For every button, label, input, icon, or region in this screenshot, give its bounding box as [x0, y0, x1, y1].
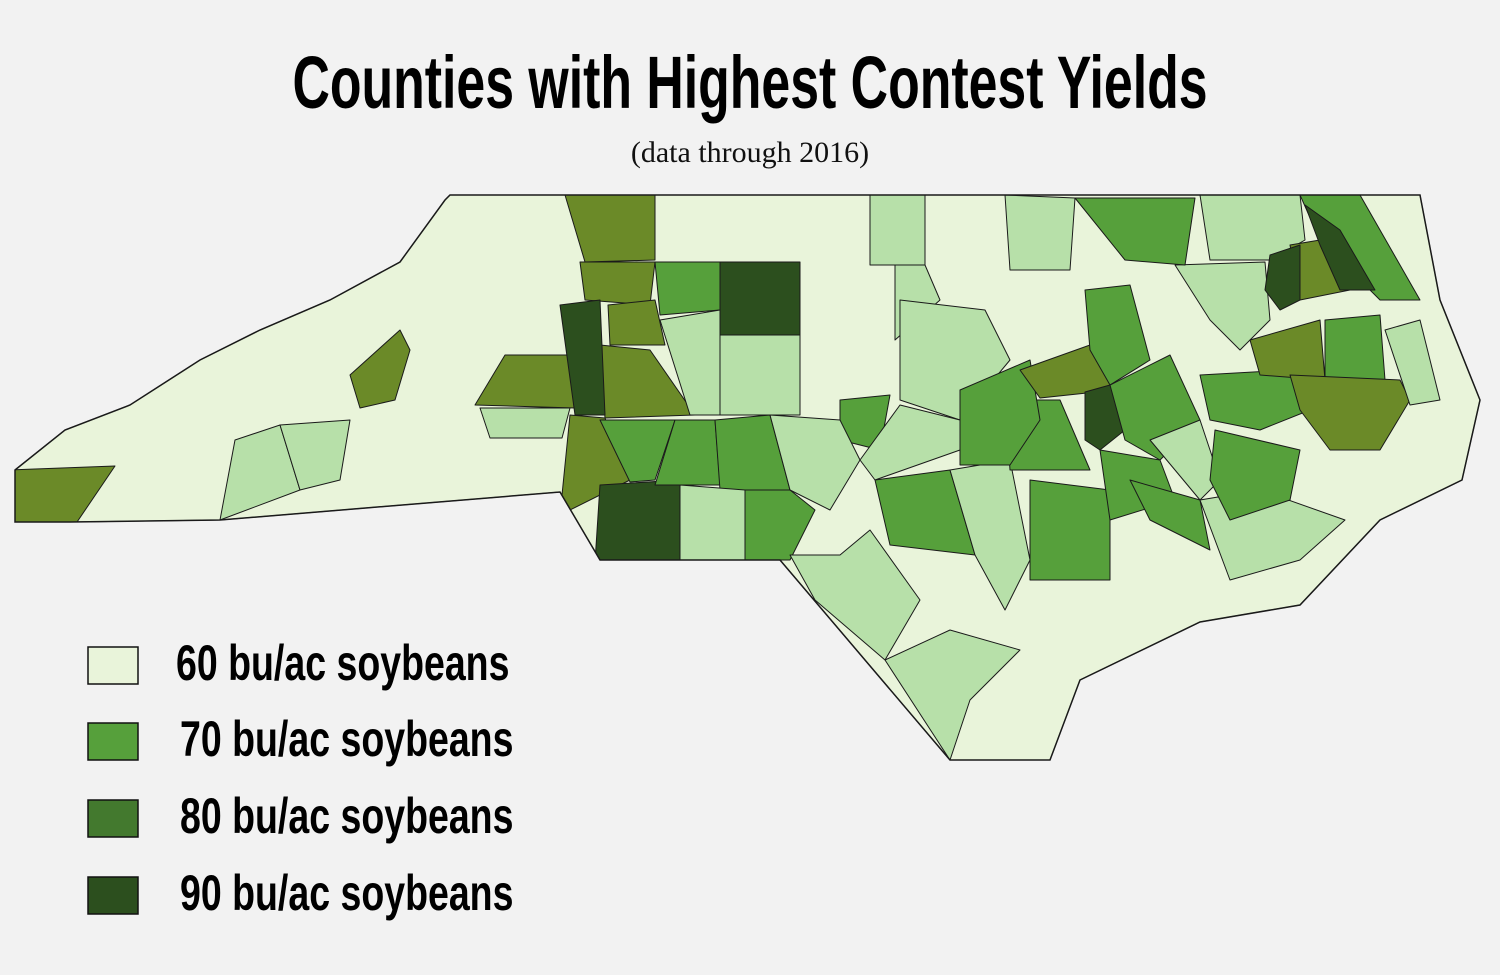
county	[599, 419, 676, 483]
county	[1289, 374, 1411, 451]
county	[719, 261, 801, 336]
county	[1029, 479, 1111, 581]
legend-swatch	[87, 799, 139, 838]
county	[1004, 195, 1076, 271]
county	[1209, 429, 1301, 521]
subtitle: (data through 2016)	[631, 136, 869, 169]
county	[1129, 479, 1211, 551]
title: Counties with Highest Contest Yields	[292, 41, 1207, 124]
legend-label: 70 bu/ac soybeans	[180, 712, 513, 767]
county	[1074, 197, 1196, 266]
county	[564, 195, 656, 263]
legend-label: 80 bu/ac soybeans	[180, 789, 513, 844]
county	[594, 479, 681, 563]
state-outline	[14, 194, 1481, 761]
county	[679, 484, 746, 561]
county	[769, 414, 861, 511]
county	[789, 529, 921, 661]
county	[1384, 319, 1441, 406]
legend-label: 60 bu/ac soybeans	[176, 636, 509, 691]
legend: 60 bu/ac soybeans 70 bu/ac soybeans 80 bu/…	[87, 636, 513, 921]
county	[719, 334, 801, 416]
county	[884, 629, 1021, 760]
county	[1264, 244, 1301, 311]
nc-map	[14, 194, 1481, 761]
county	[869, 195, 926, 266]
counties	[15, 195, 1441, 760]
county	[579, 261, 656, 306]
county	[607, 299, 666, 346]
legend-swatch	[87, 646, 139, 685]
legend-swatch	[87, 722, 139, 761]
county	[1324, 314, 1386, 381]
county	[1304, 204, 1376, 291]
county	[559, 299, 606, 416]
county	[654, 261, 721, 316]
county	[349, 329, 411, 409]
legend-label: 90 bu/ac soybeans	[180, 866, 513, 921]
county	[479, 407, 571, 439]
county	[959, 359, 1041, 466]
legend-swatch	[87, 876, 139, 915]
county	[1174, 261, 1271, 351]
county	[1084, 284, 1151, 386]
county	[279, 419, 351, 491]
